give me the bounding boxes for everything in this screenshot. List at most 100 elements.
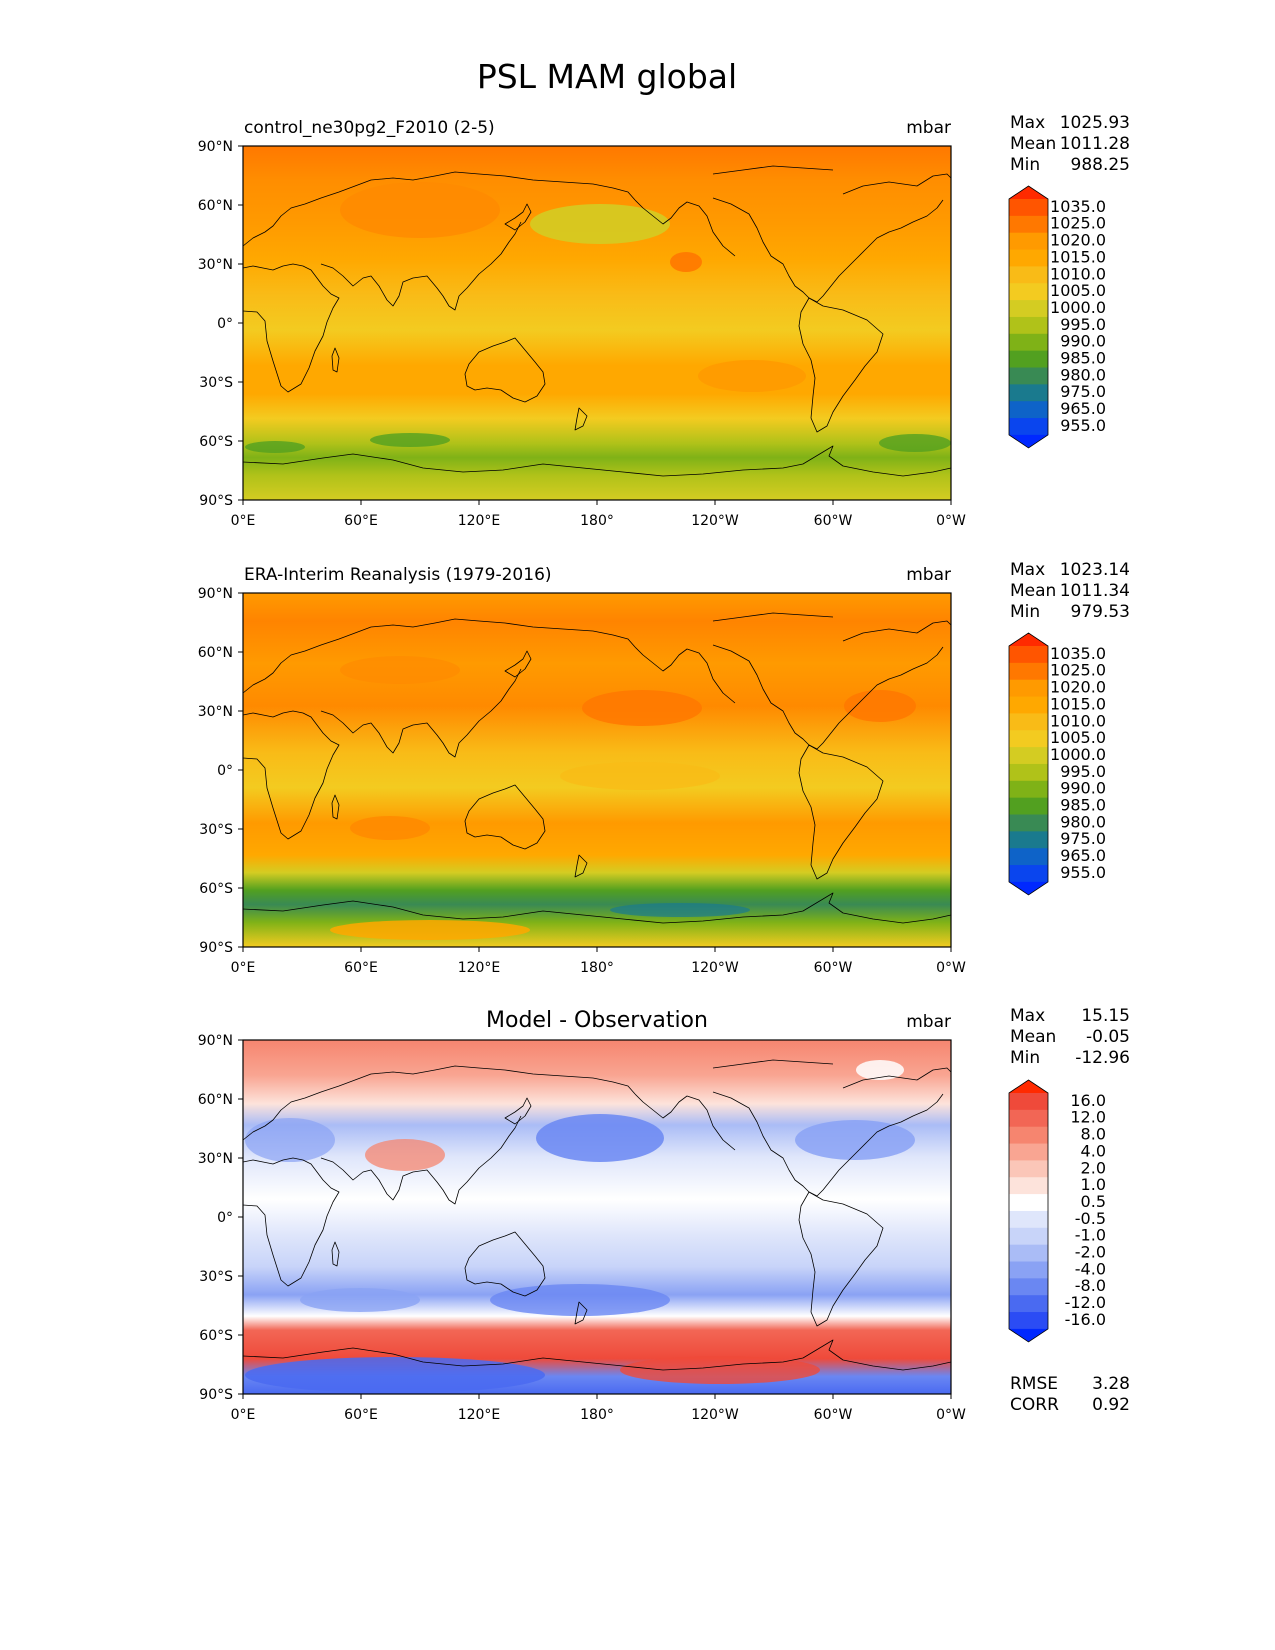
- colorbar-label: 8.0: [1081, 1125, 1106, 1144]
- lon-tick-label: 60°E: [344, 1407, 378, 1423]
- colorbar-segment: [1009, 384, 1048, 402]
- colorbar-segment: [1009, 367, 1048, 385]
- colorbar-segment: [1009, 283, 1048, 301]
- colorbar-segment: [1009, 747, 1048, 765]
- colorbar-label: 985.0: [1060, 796, 1106, 815]
- colorbar-segment: [1009, 249, 1048, 267]
- colorbar-segment: [1009, 814, 1048, 832]
- lat-tick-label: 0°: [217, 316, 233, 332]
- colorbar-label: 1000.0: [1050, 745, 1106, 764]
- field-feature: [350, 816, 430, 840]
- colorbar-label: 1010.0: [1050, 264, 1106, 283]
- field-feature: [795, 1120, 915, 1160]
- colorbar-label: 1035.0: [1050, 644, 1106, 663]
- panel-model: control_ne30pg2_F2010 (2-5) mbar 90°N 60°…: [198, 113, 1130, 529]
- colorbar-label: 1020.0: [1050, 231, 1106, 250]
- colorbar-label: 12.0: [1070, 1108, 1106, 1127]
- lon-tick-label: 120°W: [691, 513, 739, 529]
- lat-tick-label: 60°N: [198, 645, 233, 661]
- colorbar-label: 975.0: [1060, 829, 1106, 848]
- map-field: [243, 1040, 951, 1394]
- colorbar-segment: [1009, 713, 1048, 731]
- colorbar-label: 1015.0: [1050, 694, 1106, 713]
- colorbar-extend-max: [1009, 633, 1048, 646]
- stat-min-label: Min: [1010, 1048, 1040, 1068]
- stat-min-label: Min: [1010, 602, 1040, 622]
- lon-tick-label: 120°E: [458, 1407, 501, 1423]
- colorbar-label: 1035.0: [1050, 197, 1106, 216]
- lat-tick-label: 90°N: [198, 586, 233, 602]
- panel-units: mbar: [906, 1012, 951, 1032]
- colorbar-segment: [1009, 1194, 1048, 1212]
- axis-ticks: 90°N 60°N 30°N 0° 30°S 60°S 90°S 0°E 60°E 120°E 18…: [198, 139, 966, 529]
- axis-ticks: 90°N 60°N 30°N 0° 30°S 60°S 90°S 0°E 60°E 120°E 18…: [198, 586, 966, 976]
- lat-tick-label: 0°: [217, 1210, 233, 1226]
- stat-max-value: 1023.14: [1060, 560, 1130, 580]
- colorbar-label: 1020.0: [1050, 678, 1106, 697]
- lat-tick-label: 90°N: [198, 1033, 233, 1049]
- colorbar-segment: [1009, 780, 1048, 799]
- colorbar-label: 1.0: [1081, 1175, 1106, 1194]
- stat-max-label: Max: [1010, 1006, 1045, 1026]
- lat-tick-label: 30°N: [198, 257, 233, 273]
- stat-max-value: 15.15: [1081, 1006, 1130, 1026]
- colorbar-segment: [1009, 1278, 1048, 1296]
- stat-mean-value: -0.05: [1086, 1027, 1130, 1047]
- colorbar-segment: [1009, 350, 1048, 368]
- colorbar-segment: [1009, 696, 1048, 714]
- panel-units: mbar: [906, 118, 951, 138]
- colorbar-segment: [1009, 1143, 1048, 1161]
- colorbar-segment: [1009, 401, 1048, 419]
- stat-min-value: 988.25: [1071, 155, 1130, 175]
- stat-max-value: 1025.93: [1060, 113, 1130, 133]
- colorbar-label: 1005.0: [1050, 728, 1106, 747]
- colorbar-label: 0.5: [1081, 1192, 1106, 1211]
- panel-diff: Model - Observation mbar 90°N 60°N 30°N 0° 3…: [198, 1006, 1130, 1423]
- stat-mean-label: Mean: [1010, 134, 1056, 154]
- field-feature: [365, 1139, 445, 1171]
- colorbar-label: -8.0: [1075, 1276, 1106, 1295]
- colorbar-label: 995.0: [1060, 315, 1106, 334]
- lon-tick-label: 0°W: [936, 960, 966, 976]
- panel-obs: ERA-Interim Reanalysis (1979-2016) mbar …: [198, 560, 1130, 976]
- lon-tick-label: 180°: [580, 513, 614, 529]
- colorbar: 1035.01025.01020.01015.01010.01005.01000…: [1008, 185, 1106, 449]
- stat-mean-label: Mean: [1010, 581, 1056, 601]
- colorbar-label: 995.0: [1060, 762, 1106, 781]
- colorbar-extend-min: [1009, 1328, 1048, 1342]
- field-feature: [245, 1357, 545, 1393]
- colorbar-label: -12.0: [1065, 1293, 1106, 1312]
- colorbar-label: 1010.0: [1050, 711, 1106, 730]
- colorbar-segment: [1009, 865, 1048, 883]
- lat-tick-label: 90°S: [199, 940, 233, 956]
- lon-tick-label: 60°W: [814, 960, 853, 976]
- lon-tick-label: 60°W: [814, 513, 853, 529]
- colorbar-extend-max: [1009, 1080, 1048, 1093]
- field-feature: [536, 1114, 664, 1162]
- field-feature: [844, 690, 916, 722]
- panel-title: Model - Observation: [486, 1008, 708, 1033]
- colorbar-segment: [1009, 662, 1048, 681]
- colorbar-label: 1015.0: [1050, 247, 1106, 266]
- lon-tick-label: 180°: [580, 960, 614, 976]
- colorbar-segment: [1009, 1244, 1048, 1262]
- colorbar-segment: [1009, 418, 1048, 436]
- lon-tick-label: 0°E: [231, 1407, 256, 1423]
- field-feature: [340, 182, 500, 238]
- colorbar-segment: [1009, 266, 1048, 284]
- lon-tick-label: 60°W: [814, 1407, 853, 1423]
- rmse-label: RMSE: [1010, 1374, 1058, 1394]
- lon-tick-label: 120°W: [691, 1407, 739, 1423]
- stat-min-value: 979.53: [1071, 602, 1130, 622]
- colorbar-segment: [1009, 232, 1048, 251]
- colorbar-segment: [1009, 1126, 1048, 1145]
- field-feature: [490, 1284, 670, 1316]
- lon-tick-label: 0°W: [936, 513, 966, 529]
- lon-tick-label: 120°W: [691, 960, 739, 976]
- field-feature: [330, 920, 530, 940]
- colorbar-segment: [1009, 1227, 1048, 1246]
- colorbar-label: 965.0: [1060, 846, 1106, 865]
- colorbar-label: -16.0: [1065, 1310, 1106, 1329]
- lon-tick-label: 60°E: [344, 513, 378, 529]
